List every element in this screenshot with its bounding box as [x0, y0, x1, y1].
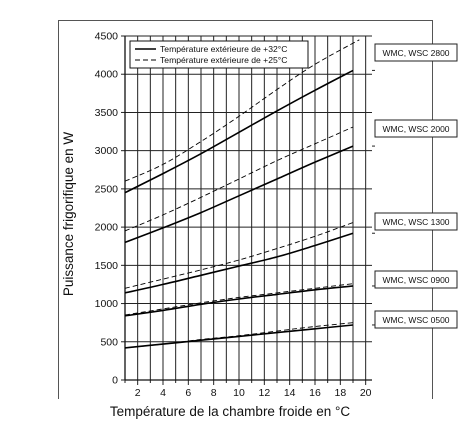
y-axis-title: Puissance frigorifique en W [61, 132, 76, 297]
model-labels: WMC, WSC 2800 WMC, WSC 2000 WMC, WSC 1300 W… [372, 43, 458, 329]
series-line-solid [124, 285, 354, 317]
y-tick-label: 2500 [95, 183, 119, 195]
y-tick-label: 2000 [95, 222, 119, 234]
axes: 0 500 1000 1500 2000 2500 3000 3500 4000 4500 2 4 6 8… [95, 31, 372, 399]
y-tick-label: 4000 [95, 69, 119, 81]
y-tick-label: 3000 [95, 145, 119, 157]
model-label-box [374, 119, 458, 138]
model-label-text: WMC, WSC 0500 [382, 315, 449, 325]
y-tick-label: 4500 [95, 31, 119, 43]
chart-frame [58, 20, 433, 399]
series-line-solid [124, 145, 354, 244]
x-tick-label: 6 [185, 387, 191, 399]
x-axis-title: Température de la chambre froide en °C [110, 404, 351, 419]
x-tick-label: 8 [211, 387, 217, 399]
x-tick-label: 18 [334, 387, 346, 399]
series-lines [124, 39, 360, 349]
model-label-text: WMC, WSC 0900 [382, 275, 449, 285]
model-label-box [374, 43, 458, 62]
series-line-dashed [124, 126, 354, 232]
x-tick-label: 16 [309, 387, 321, 399]
grid [125, 35, 372, 380]
model-label-box [374, 270, 458, 289]
legend-label: Température extérieure de +32°C [160, 44, 287, 54]
model-label-text: WMC, WSC 1300 [382, 217, 449, 227]
series-line-dashed [124, 322, 354, 349]
x-tick-label: 4 [160, 387, 166, 399]
x-tick-label: 20 [360, 387, 372, 399]
model-label-box [374, 310, 458, 329]
x-tick-label: 14 [284, 387, 296, 399]
legend-box [129, 40, 309, 69]
y-tick-label: 500 [100, 336, 118, 348]
x-tick-label: 12 [258, 387, 270, 399]
y-tick-label: 1500 [95, 260, 119, 272]
y-tick-label: 1000 [95, 298, 119, 310]
y-tick-label: 0 [112, 375, 118, 387]
series-line-solid [124, 324, 354, 349]
model-label-text: WMC, WSC 2000 [382, 124, 449, 134]
series-line-dashed [124, 283, 354, 316]
model-label-text: WMC, WSC 2800 [382, 48, 449, 58]
series-line-dashed [124, 39, 360, 182]
legend-label: Température extérieure de +25°C [160, 55, 287, 65]
legend: Température extérieure de +32°CTempératu… [129, 40, 309, 69]
model-label-box [374, 212, 458, 231]
series-line-solid [124, 69, 354, 194]
y-tick-label: 3500 [95, 107, 119, 119]
x-tick-label: 2 [135, 387, 141, 399]
series-line-solid [124, 232, 354, 294]
x-tick-label: 10 [233, 387, 245, 399]
